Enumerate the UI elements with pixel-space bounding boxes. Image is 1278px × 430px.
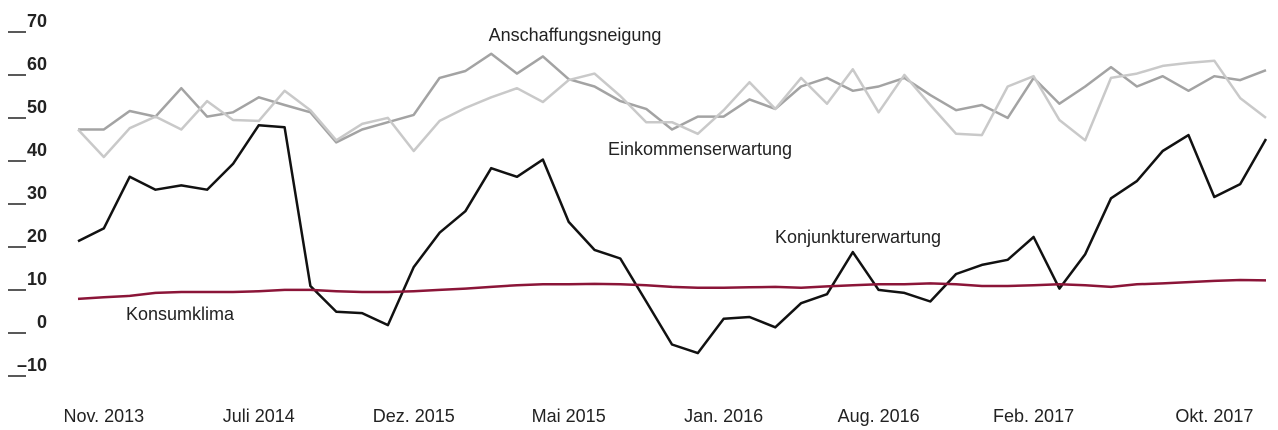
x-tick-label: Mai 2015: [532, 406, 606, 426]
series-line: [77, 123, 1268, 355]
y-tick-label: 40: [27, 140, 47, 160]
y-tick-label: 10: [27, 269, 47, 289]
x-tick-label: Juli 2014: [223, 406, 295, 426]
y-tick-label: 70: [27, 11, 47, 31]
x-tick-label: Jan. 2016: [684, 406, 763, 426]
x-tick-label: Okt. 2017: [1175, 406, 1253, 426]
y-tick-label: –10: [17, 355, 47, 375]
series-label: Einkommenserwartung: [608, 139, 792, 159]
y-tick-label: 50: [27, 97, 47, 117]
series-label: Konsumklima: [126, 304, 235, 324]
x-tick-label: Aug. 2016: [838, 406, 920, 426]
y-tick-label: 0: [37, 312, 47, 332]
x-tick-label: Dez. 2015: [373, 406, 455, 426]
y-tick-label: 60: [27, 54, 47, 74]
series-line: [77, 278, 1267, 301]
y-tick-label: 20: [27, 226, 47, 246]
y-tick-label: 30: [27, 183, 47, 203]
x-tick-label: Feb. 2017: [993, 406, 1074, 426]
x-tick-label: Nov. 2013: [63, 406, 144, 426]
series-line: [77, 59, 1267, 159]
series-label: Konjunkturerwartung: [775, 227, 941, 247]
series-label: Anschaffungsneigung: [489, 25, 662, 45]
